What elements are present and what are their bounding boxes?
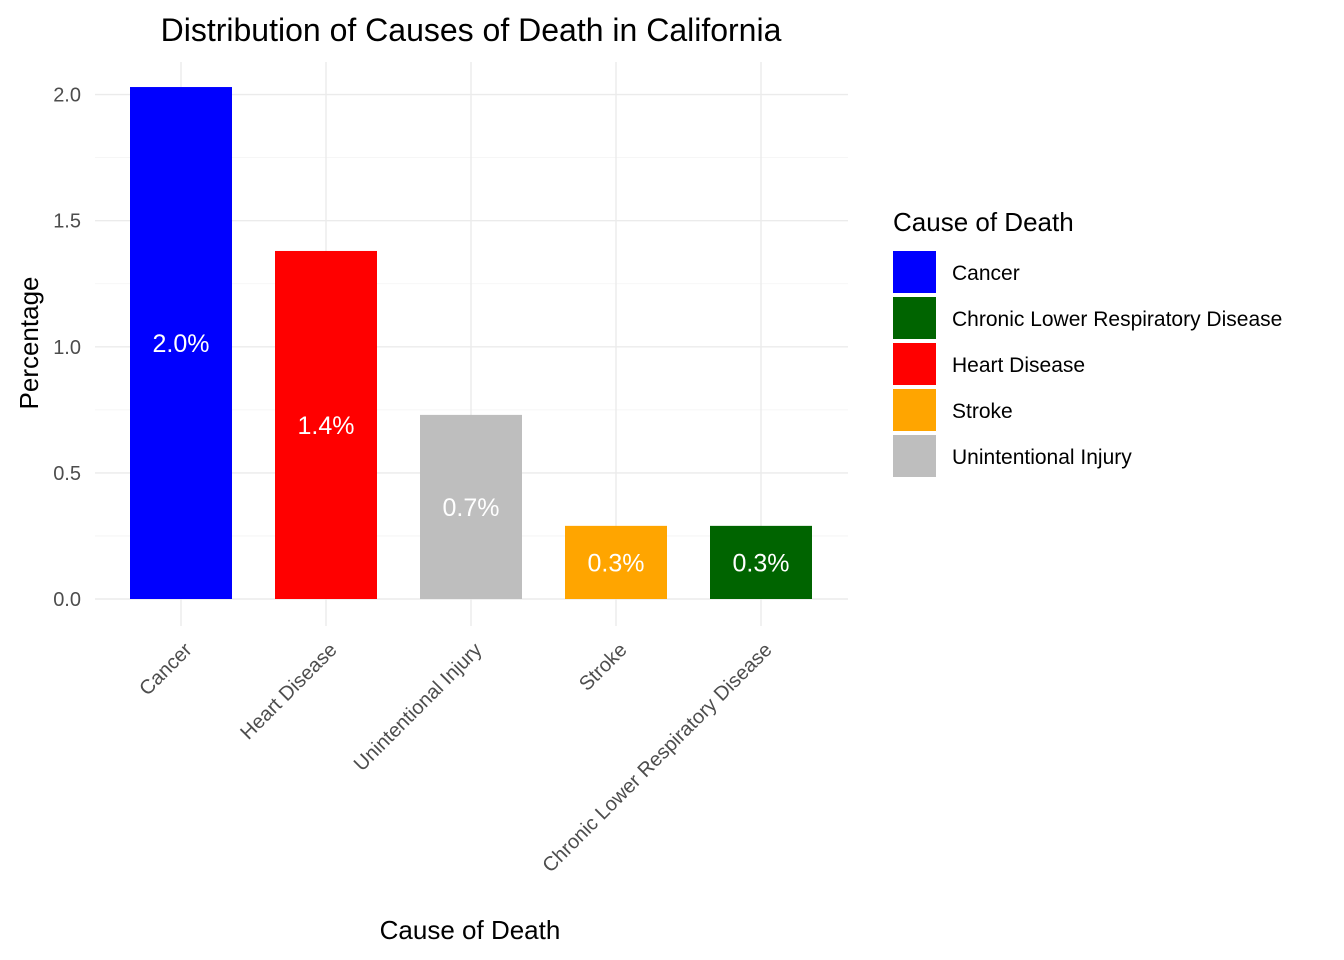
x-tick-label: Cancer (135, 639, 196, 700)
bar-data-label: 0.3% (588, 549, 645, 577)
x-tick-label: Stroke (575, 639, 631, 695)
legend-swatch (893, 343, 936, 385)
y-tick-label: 0.5 (53, 463, 81, 485)
bar (710, 525, 812, 599)
bar-data-label: 1.4% (298, 412, 355, 440)
legend-label: Heart Disease (952, 354, 1085, 377)
legend: Cause of Death Cancer Chronic Lower Respi… (893, 207, 1282, 477)
bars (130, 87, 812, 600)
bar (130, 87, 232, 599)
y-axis-title: Percentage (14, 277, 44, 410)
bar (420, 414, 522, 599)
bar (275, 250, 377, 600)
x-tick-label: Chronic Lower Respiratory Disease (539, 639, 777, 877)
legend-swatch (893, 435, 936, 477)
x-axis-title: Cause of Death (380, 915, 561, 945)
y-tick-label: 2.0 (53, 85, 81, 107)
legend-label: Stroke (952, 400, 1013, 423)
bar (565, 525, 667, 599)
legend-swatch (893, 251, 936, 293)
legend-label: Cancer (952, 262, 1020, 285)
y-tick-label: 1.5 (53, 211, 81, 233)
legend-title: Cause of Death (893, 207, 1074, 237)
y-tick-label: 0.0 (53, 589, 81, 611)
y-tick-label: 1.0 (53, 337, 81, 359)
legend-label: Chronic Lower Respiratory Disease (952, 308, 1282, 331)
legend-swatch (893, 389, 936, 431)
bar-data-label: 2.0% (153, 330, 210, 358)
legend-label: Unintentional Injury (952, 446, 1132, 469)
x-tick-label: Heart Disease (236, 639, 341, 744)
bar-data-label: 0.7% (443, 494, 500, 522)
x-axis-ticks: Cancer Heart Disease Unintentional Injury S… (135, 639, 776, 877)
chart-title: Distribution of Causes of Death in Calif… (161, 12, 782, 48)
bar-labels: 2.0% 1.4% 0.7% 0.3% 0.3% (153, 330, 790, 577)
legend-swatch (893, 297, 936, 339)
bar-data-label: 0.3% (733, 549, 790, 577)
x-tick-label: Unintentional Injury (350, 639, 487, 776)
y-axis-ticks: 0.0 0.5 1.0 1.5 2.0 (53, 85, 81, 611)
